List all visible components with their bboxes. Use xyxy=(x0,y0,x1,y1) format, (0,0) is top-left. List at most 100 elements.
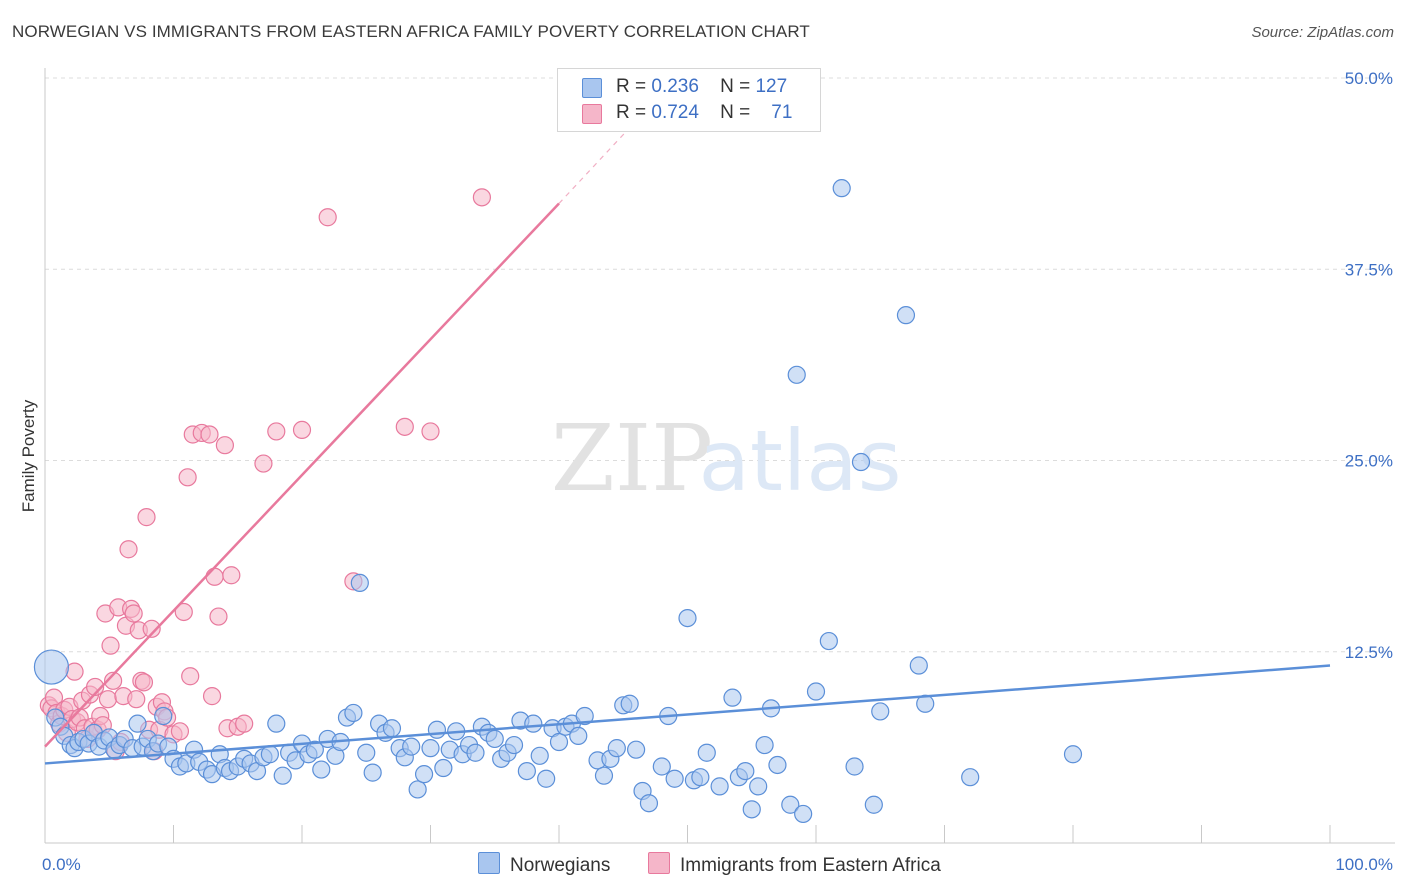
data-point xyxy=(665,769,684,788)
stats-legend: R = 0.236 N = 127 R = 0.724 N = 71 xyxy=(557,68,821,132)
data-point xyxy=(472,188,491,207)
data-point xyxy=(215,436,234,455)
data-point xyxy=(626,740,646,759)
data-point xyxy=(395,417,414,436)
bottom-legend-norwegians: Norwegians xyxy=(478,852,610,877)
data-point xyxy=(485,729,504,749)
legend-swatch-blue xyxy=(582,78,602,98)
data-point xyxy=(607,739,626,758)
data-point xyxy=(174,602,193,622)
data-point xyxy=(408,780,427,799)
data-point xyxy=(357,743,376,762)
data-point xyxy=(273,766,292,785)
y-tick-label: 25.0% xyxy=(1345,452,1393,471)
data-point xyxy=(170,722,190,741)
data-point xyxy=(134,673,154,692)
data-point xyxy=(292,420,312,439)
data-point xyxy=(254,454,273,473)
data-point xyxy=(344,703,363,723)
data-point xyxy=(466,743,485,762)
data-point xyxy=(421,739,440,758)
data-point xyxy=(235,714,254,733)
chart-title: NORWEGIAN VS IMMIGRANTS FROM EASTERN AFR… xyxy=(12,22,810,41)
data-point xyxy=(697,743,716,762)
legend-n-value: 71 xyxy=(771,102,793,123)
data-point xyxy=(768,755,787,775)
legend-n-value: 127 xyxy=(755,76,788,97)
data-point xyxy=(202,687,222,706)
bottom-legend-label: Immigrants from Eastern Africa xyxy=(680,855,941,876)
x-tick-label: 100.0% xyxy=(1335,855,1393,874)
data-point xyxy=(222,566,241,585)
data-point xyxy=(101,636,120,655)
data-point xyxy=(305,740,324,759)
data-point xyxy=(350,573,369,593)
data-point xyxy=(312,760,331,779)
legend-r-label: R = xyxy=(616,76,647,97)
y-tick-label: 50.0% xyxy=(1345,69,1393,88)
data-point xyxy=(678,608,697,628)
data-point xyxy=(530,746,549,765)
data-point xyxy=(154,706,173,726)
data-point xyxy=(414,765,434,784)
data-point xyxy=(427,720,447,739)
data-point xyxy=(363,763,382,782)
data-point xyxy=(124,604,143,623)
data-point xyxy=(794,804,813,824)
legend-r-label: R = xyxy=(616,102,647,123)
data-point xyxy=(260,745,279,764)
data-point xyxy=(209,607,228,626)
data-point xyxy=(267,714,286,733)
data-point xyxy=(755,735,774,755)
data-point xyxy=(104,671,123,690)
data-point xyxy=(710,777,729,796)
data-point xyxy=(736,761,755,781)
data-point xyxy=(749,777,768,796)
data-point xyxy=(620,694,639,713)
data-point xyxy=(787,365,806,384)
legend-r-value: 0.724 xyxy=(651,102,699,123)
data-point xyxy=(142,619,161,638)
data-point xyxy=(871,702,890,721)
legend-n-label: N = xyxy=(720,102,751,123)
data-point xyxy=(181,667,200,686)
data-point xyxy=(864,795,883,814)
grid-lines xyxy=(45,77,1390,653)
data-point xyxy=(421,422,440,441)
data-point xyxy=(652,757,671,776)
data-point xyxy=(504,735,524,755)
data-point xyxy=(575,706,594,726)
data-point xyxy=(896,306,916,325)
watermark-zip: ZIP xyxy=(551,405,713,512)
data-point xyxy=(137,508,156,527)
x-tick-labels: 0.0% 100.0% xyxy=(42,855,1393,874)
bottom-legend-swatch-blue xyxy=(478,852,500,874)
data-point xyxy=(781,795,800,814)
data-point xyxy=(742,800,761,819)
data-point xyxy=(845,757,864,776)
data-point xyxy=(569,726,588,746)
data-point xyxy=(549,732,569,752)
data-point xyxy=(524,714,543,733)
y-axis-label: Family Poverty xyxy=(19,399,38,512)
data-point xyxy=(819,631,838,651)
bottom-legend-swatch-pink xyxy=(648,852,670,874)
source-credit: Source: ZipAtlas.com xyxy=(1251,24,1394,41)
data-point xyxy=(909,656,928,675)
data-point xyxy=(98,690,118,709)
data-point xyxy=(267,422,286,441)
data-point xyxy=(382,719,402,738)
watermark-atlas: atlas xyxy=(699,412,902,510)
x-tick-label: 0.0% xyxy=(42,855,81,874)
data-point xyxy=(434,758,453,778)
data-point xyxy=(33,649,70,685)
data-point xyxy=(178,468,197,487)
data-point xyxy=(691,768,710,787)
trend-lines xyxy=(44,120,1331,765)
trend-line-extension xyxy=(558,120,637,204)
data-point xyxy=(961,768,980,787)
bottom-legend-eastern-africa: Immigrants from Eastern Africa xyxy=(648,852,941,877)
data-point xyxy=(594,766,614,785)
data-point xyxy=(402,737,421,756)
